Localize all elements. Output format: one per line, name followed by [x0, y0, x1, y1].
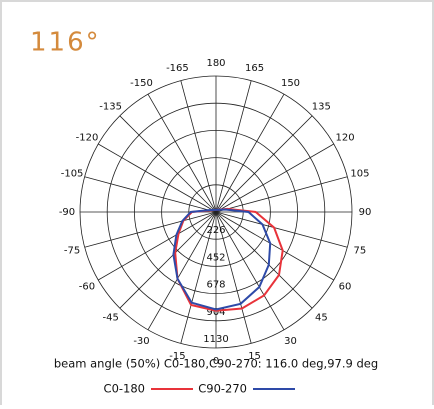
r-tick-label: 226 — [206, 225, 225, 236]
angle-label: 120 — [335, 133, 354, 144]
ring — [106, 102, 326, 322]
angle-label: -135 — [99, 102, 122, 113]
r-tick-label: 904 — [206, 307, 225, 318]
spoke — [98, 143, 217, 213]
spoke — [119, 115, 217, 213]
spoke — [215, 211, 334, 281]
angle-label: 45 — [315, 312, 328, 323]
spoke — [215, 211, 285, 330]
series-curve — [174, 207, 284, 312]
spoke — [215, 176, 348, 213]
spoke — [215, 115, 313, 213]
angle-label: -60 — [79, 282, 95, 293]
spoke — [119, 211, 217, 309]
ring — [161, 157, 271, 267]
angle-label: 30 — [284, 336, 297, 347]
spoke — [215, 211, 348, 248]
angle-label: 0 — [213, 356, 219, 367]
legend-label: C90-270 — [198, 382, 247, 396]
angle-label: 135 — [312, 102, 331, 113]
angle-label: 180 — [206, 58, 225, 69]
spoke — [180, 211, 217, 344]
legend-label: C0-180 — [104, 382, 145, 396]
angle-label: -75 — [64, 246, 80, 257]
spoke — [98, 211, 217, 281]
r-tick-label: 1130 — [203, 334, 228, 345]
chart-title: 116° — [30, 28, 101, 58]
angle-label: 75 — [354, 246, 367, 257]
angle-label: -30 — [133, 336, 149, 347]
spoke — [84, 211, 217, 248]
angle-label: 15 — [248, 351, 261, 362]
spoke — [215, 80, 252, 213]
angle-label: -165 — [166, 63, 189, 74]
ring — [79, 75, 353, 349]
spoke — [215, 143, 334, 213]
angle-label: -105 — [61, 168, 84, 179]
angle-label: -150 — [130, 78, 153, 89]
series-curve — [172, 208, 272, 311]
angle-label: 150 — [281, 78, 300, 89]
angle-label: 105 — [350, 168, 369, 179]
spoke — [215, 94, 285, 213]
spoke — [215, 211, 313, 309]
angle-label: -45 — [102, 312, 118, 323]
spoke — [84, 176, 217, 213]
r-tick-label: 452 — [206, 252, 225, 263]
angle-label: -120 — [76, 133, 99, 144]
spoke — [215, 211, 252, 344]
annotation: beam angle (50%) C0-180,C90-270: 116.0 d… — [54, 357, 378, 371]
angle-label: 60 — [339, 282, 352, 293]
angle-label: -15 — [169, 351, 185, 362]
r-tick-label: 678 — [206, 280, 225, 291]
spoke — [180, 80, 217, 213]
angle-label: -90 — [59, 207, 75, 218]
spoke — [147, 94, 217, 213]
ring — [133, 129, 298, 294]
angle-label: 165 — [245, 63, 264, 74]
angle-label: 90 — [359, 207, 372, 218]
spoke — [147, 211, 217, 330]
